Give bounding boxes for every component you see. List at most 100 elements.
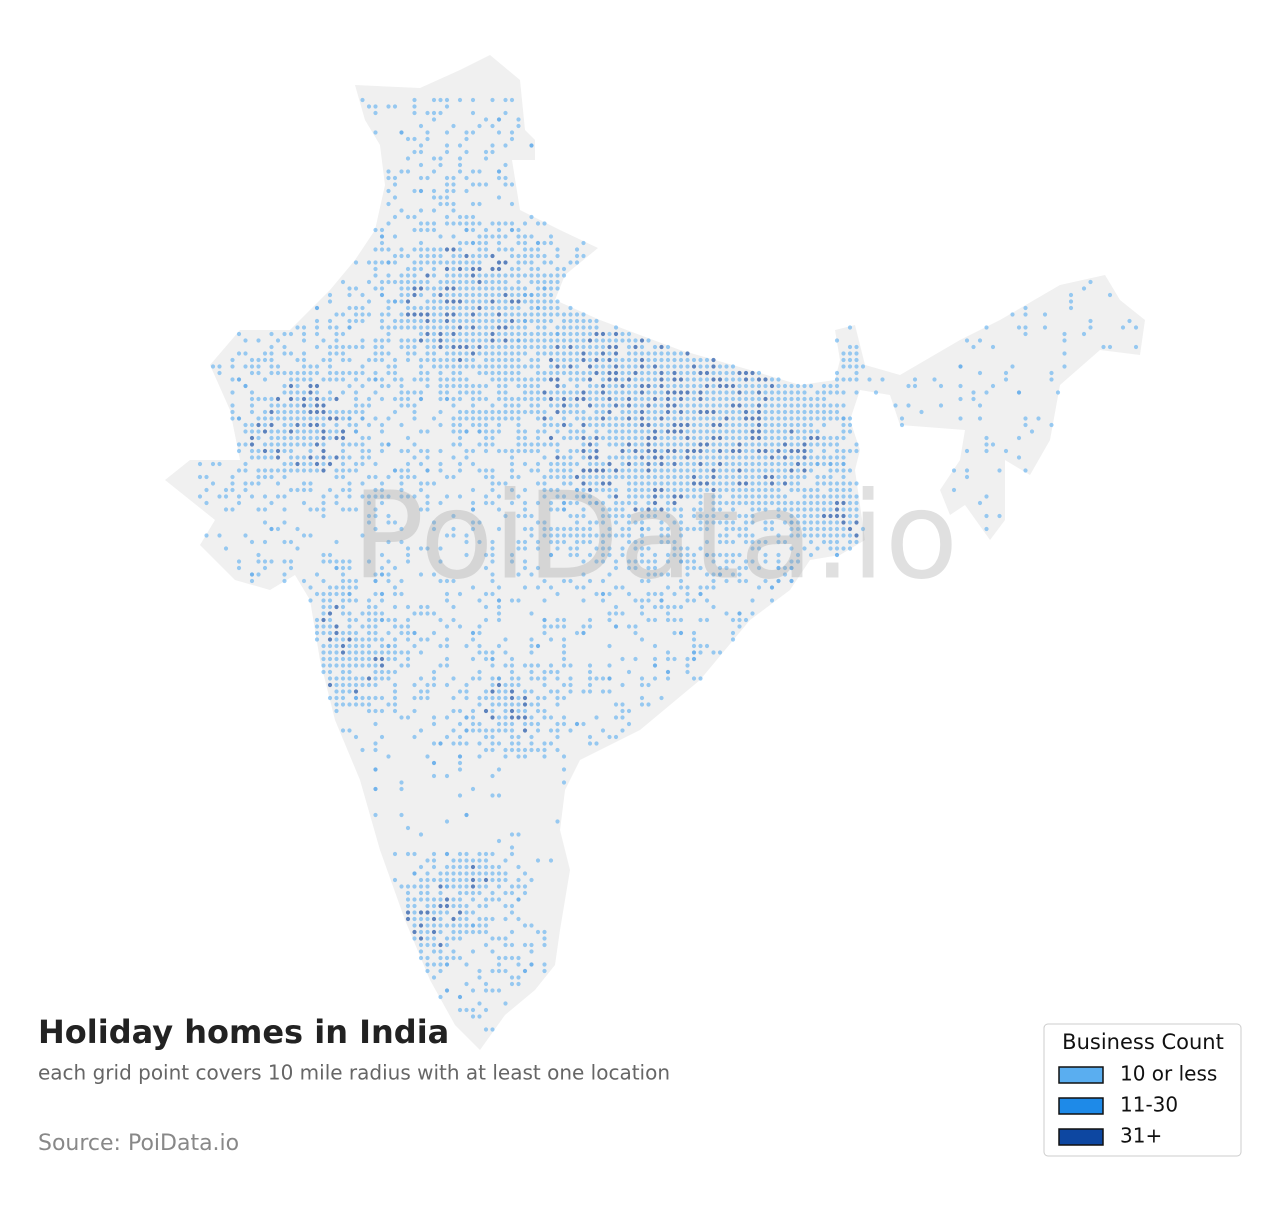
grid-point [685,559,690,564]
grid-point [269,526,274,532]
grid-point [509,416,515,421]
legend-label: 31+ [1120,1124,1162,1148]
grid-point [509,741,515,746]
grid-point [321,357,326,363]
grid-point [295,325,300,330]
grid-point [373,338,378,343]
grid-point [724,468,729,473]
grid-point [678,552,684,558]
grid-point [607,533,612,538]
grid-point [405,897,411,902]
grid-point [574,520,580,525]
grid-point [516,981,521,987]
grid-point [737,455,742,460]
grid-point [704,403,710,408]
grid-point [386,578,391,584]
grid-point [438,279,443,285]
grid-point [496,793,502,798]
grid-point [477,429,482,434]
grid-point [509,559,515,564]
grid-point [386,383,391,389]
grid-point [470,266,476,272]
grid-point [496,299,502,304]
grid-point [568,260,573,265]
grid-point [587,682,593,688]
grid-point [587,689,593,694]
grid-point [386,188,391,194]
grid-point [834,409,840,415]
grid-point [516,442,521,447]
grid-point [711,572,716,577]
grid-point [340,442,346,447]
grid-point [451,312,456,317]
grid-point [639,481,645,486]
grid-point [626,357,632,363]
grid-point [815,429,820,434]
grid-point [438,962,443,967]
grid-point [808,403,814,408]
grid-point [769,598,775,603]
grid-point [457,624,463,629]
grid-point [438,546,443,551]
grid-point [386,370,391,376]
grid-point [464,221,469,226]
grid-point [249,578,255,584]
grid-point [386,201,391,207]
grid-point [379,591,385,597]
grid-point [288,409,294,415]
grid-point [561,390,567,395]
grid-point [646,702,651,707]
grid-point [542,273,547,278]
grid-point [542,962,547,967]
grid-point [1101,344,1106,350]
grid-point [490,851,495,857]
grid-point [620,403,625,408]
grid-point [574,351,580,356]
grid-point [249,422,255,428]
grid-point [555,747,560,753]
grid-point [841,429,846,434]
grid-point [477,383,482,389]
grid-point [678,513,684,519]
grid-point [737,611,742,616]
grid-point [789,487,794,493]
grid-point [327,364,333,369]
grid-point [763,526,768,532]
grid-point [353,396,359,402]
grid-point [373,370,378,376]
grid-point [438,195,443,200]
grid-point [412,279,417,285]
grid-point [405,474,411,480]
grid-point [269,448,274,454]
grid-point [613,585,619,590]
grid-point [542,526,547,532]
grid-point [496,279,502,285]
grid-point [438,383,443,389]
grid-point [314,416,320,421]
grid-point [548,286,554,291]
grid-point [392,695,398,701]
grid-point [379,344,385,350]
grid-point [568,728,573,733]
grid-point [412,110,417,116]
grid-point [516,383,521,389]
grid-point [490,949,495,954]
grid-point [451,221,456,226]
grid-point [769,455,775,460]
grid-point [652,500,658,506]
grid-point [535,357,541,363]
grid-point [431,916,437,922]
grid-point [620,416,625,421]
grid-point [620,422,625,428]
grid-point [340,468,346,473]
grid-point [373,767,378,772]
grid-point [639,559,645,564]
grid-point [828,546,833,551]
grid-point [704,435,710,441]
grid-point [418,695,424,701]
grid-point [464,351,469,356]
grid-point [847,494,853,499]
grid-point [802,507,807,512]
grid-point [347,481,352,486]
grid-point [470,221,476,226]
